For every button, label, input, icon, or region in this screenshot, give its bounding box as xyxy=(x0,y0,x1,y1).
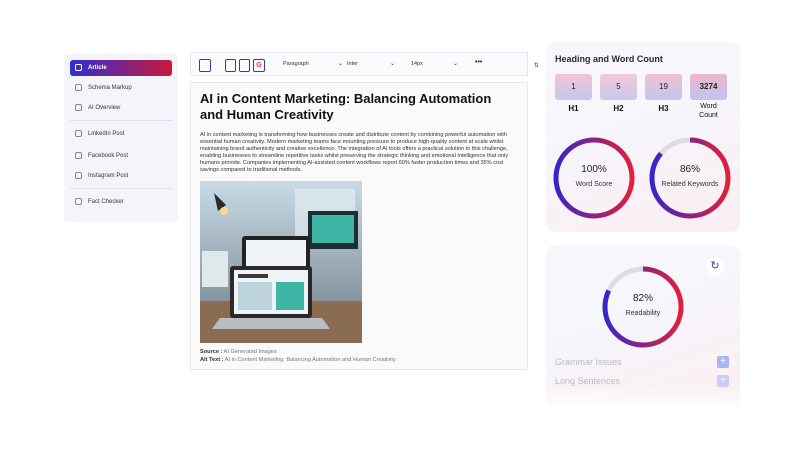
gauge xyxy=(649,137,731,219)
count-box: 19 xyxy=(645,74,682,100)
count-box: 1 xyxy=(555,74,592,100)
toolbar: G Paragraph ⌄ Inter ⌄ 14px ⌄ ••• xyxy=(190,52,528,76)
readability-panel: ↻ 82% Readability Grammar Issues + Long Sent… xyxy=(546,245,740,410)
gauge xyxy=(602,266,684,348)
issue-label: Grammar Issues xyxy=(555,357,622,367)
expand-button[interactable]: + xyxy=(717,356,729,368)
menu-item[interactable]: Schema Markup xyxy=(70,80,172,96)
icon xyxy=(75,152,82,159)
refresh[interactable]: ↻ xyxy=(706,257,724,275)
count-box: 5 xyxy=(600,74,637,100)
icon xyxy=(75,130,82,137)
count-label: H3 xyxy=(658,104,669,113)
fade xyxy=(546,385,740,410)
icon xyxy=(75,198,82,205)
expand-button[interactable]: + xyxy=(717,375,729,387)
divider xyxy=(70,188,172,189)
menu-item[interactable]: Instagram Post xyxy=(70,168,172,184)
count-label: H2 xyxy=(613,104,624,113)
icon[interactable] xyxy=(225,59,236,72)
gauge-name: Readability xyxy=(625,310,661,317)
icon[interactable] xyxy=(199,59,211,72)
gauge-arc xyxy=(553,137,635,219)
menu-item[interactable]: AI Overview xyxy=(70,100,172,116)
sidebar: Article Schema Markup AI Overview LinkedIn … xyxy=(64,54,178,222)
menu-item[interactable]: LinkedIn Post xyxy=(70,126,172,142)
gauge-value: 82% xyxy=(632,293,653,304)
font-select[interactable]: Inter xyxy=(347,61,359,67)
gauge-arc xyxy=(649,137,731,219)
document: AI in Content Marketing: Balancing Autom… xyxy=(190,82,528,370)
icon[interactable]: G xyxy=(253,59,265,72)
word-count-panel: Heading and Word Count 1 H1 5 H2 19 H3 3274 Wor… xyxy=(546,42,740,232)
menu-item[interactable]: Facebook Post xyxy=(70,148,172,164)
size-select[interactable]: 14px xyxy=(411,61,423,67)
value: AI Generated Images xyxy=(223,349,277,355)
menu-item[interactable]: Article xyxy=(70,60,172,76)
value: AI in Content Marketing: Balancing Autom… xyxy=(224,357,396,363)
block-select[interactable]: Paragraph xyxy=(283,61,309,67)
menu-item[interactable]: Fact Checker xyxy=(70,194,172,210)
image-alt: Alt Text : AI in Content Marketing: Bala… xyxy=(200,357,396,363)
divider xyxy=(70,120,172,121)
label: Alt Text : xyxy=(200,357,224,363)
label: Source : xyxy=(200,349,223,355)
gauge-value: 100% xyxy=(581,164,607,175)
issue-label: Long Sentences xyxy=(555,376,621,386)
doc-title: AI in Content Marketing: Balancing Autom… xyxy=(200,91,492,122)
caret: ⌄ xyxy=(453,61,459,67)
more[interactable]: ••• xyxy=(475,59,483,66)
count-label: H1 xyxy=(568,104,579,113)
article-image xyxy=(200,181,362,343)
icon xyxy=(75,172,82,179)
caret: ⌄ xyxy=(338,61,344,67)
gauge xyxy=(553,137,635,219)
icon xyxy=(75,84,82,91)
image-source: Source : AI Generated Images xyxy=(200,349,277,355)
count-label: Word Count xyxy=(699,103,718,119)
panel-title: Heading and Word Count xyxy=(555,54,663,64)
gauge-name: Related Keywords xyxy=(661,181,719,188)
gauge-value: 86% xyxy=(679,164,700,175)
caret: ⌄ xyxy=(390,61,396,67)
doc-paragraph: AI in content marketing is transforming … xyxy=(200,132,509,173)
scroll: ⇅ xyxy=(534,63,540,69)
gauge-arc xyxy=(602,266,684,348)
icon[interactable] xyxy=(239,59,250,72)
gauge-name: Word Score xyxy=(575,181,613,188)
count-box: 3274 xyxy=(690,74,727,100)
icon xyxy=(75,104,82,111)
icon xyxy=(75,64,82,71)
